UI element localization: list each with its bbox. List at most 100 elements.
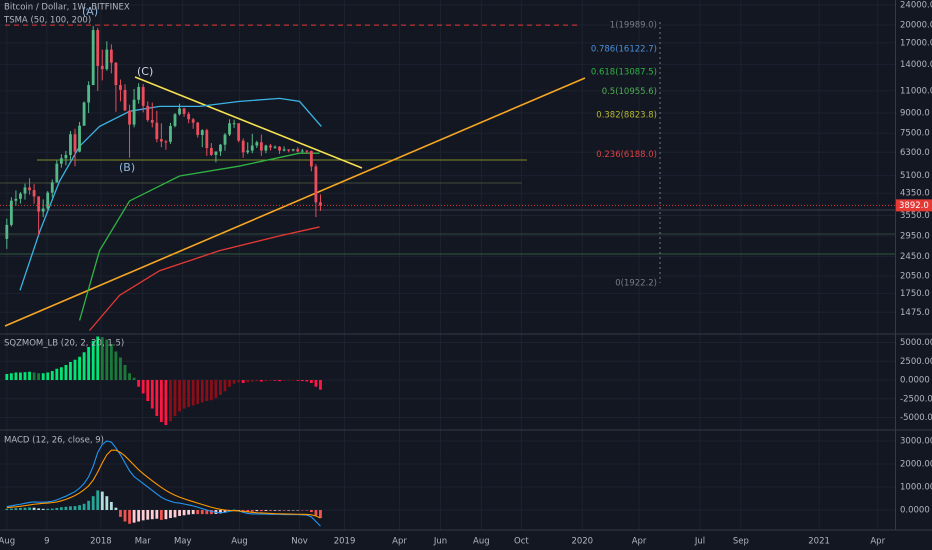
momentum-bar <box>228 380 231 387</box>
macd-histogram-bar <box>32 507 36 510</box>
macd-histogram-bar <box>91 496 95 510</box>
macd-histogram-bar <box>159 509 163 520</box>
y-tick-label: 20000.0 <box>900 21 932 31</box>
x-tick-label: 9 <box>44 537 49 547</box>
macd-histogram-bar <box>19 507 22 510</box>
x-tick-label: Nov <box>291 537 308 547</box>
y-tick-label: 14000.0 <box>900 60 932 70</box>
macd-histogram-bar <box>141 509 145 521</box>
candle-body <box>237 123 241 141</box>
macd-histogram-bar <box>300 509 304 511</box>
macd-histogram-bar <box>269 509 272 511</box>
y-tick-label: 3000.0000 <box>900 436 932 446</box>
x-tick-label: 2020 <box>571 537 593 547</box>
macd-histogram-bar <box>37 508 41 510</box>
candle-body <box>14 198 18 201</box>
wave-label: (B) <box>119 161 135 174</box>
macd-histogram-bar <box>282 509 286 511</box>
momentum-bar <box>19 372 22 380</box>
candle-body <box>19 193 22 199</box>
momentum-bar <box>119 357 122 380</box>
macd-histogram-bar <box>209 509 213 515</box>
y-tick-label: 17000.0 <box>900 38 932 48</box>
momentum-bar <box>273 380 277 381</box>
macd-histogram-bar <box>150 509 154 520</box>
indicator-title: MACD (12, 26, close, 9) <box>4 436 104 446</box>
candle-body <box>128 110 131 125</box>
momentum-bar <box>278 380 281 382</box>
candle-body <box>141 86 145 106</box>
x-tick-label: Jul <box>694 537 705 547</box>
momentum-bar <box>50 371 54 380</box>
momentum-bar <box>141 380 145 394</box>
momentum-bar <box>237 380 241 383</box>
momentum-bar <box>78 356 81 380</box>
y-tick-label: 5100.0 <box>900 171 930 181</box>
momentum-bar <box>200 380 204 403</box>
momentum-bar <box>287 380 291 381</box>
candle-body <box>200 130 204 136</box>
macd-histogram-bar <box>114 507 118 510</box>
last-price-box <box>896 199 932 212</box>
candle-body <box>291 149 295 151</box>
candle-body <box>164 141 168 143</box>
macd-histogram-bar <box>9 508 13 510</box>
macd-histogram-bar <box>232 509 236 511</box>
macd-histogram-bar <box>187 509 191 515</box>
momentum-bar <box>128 373 131 380</box>
macd-histogram-bar <box>64 506 68 510</box>
candle-body <box>59 158 63 164</box>
candle-body <box>250 145 254 151</box>
momentum-bar <box>32 372 36 380</box>
x-tick-label: Apr <box>632 537 647 547</box>
macd-histogram-bar <box>55 507 59 510</box>
x-tick-label: Oct <box>514 537 529 547</box>
candle-body <box>137 86 141 100</box>
y-tick-label: 2000.0000 <box>900 459 932 469</box>
moving-average <box>89 226 320 331</box>
macd-histogram-bar <box>155 509 159 519</box>
candle-body <box>264 145 268 151</box>
momentum-bar <box>173 380 177 416</box>
momentum-bar <box>100 337 104 380</box>
candle-body <box>37 196 41 212</box>
macd-histogram-bar <box>73 506 77 510</box>
y-tick-label: 4350.0 <box>900 189 930 199</box>
macd-histogram-bar <box>96 490 100 510</box>
candle-body <box>223 134 227 145</box>
candle-body <box>219 144 222 152</box>
x-tick-label: Aug <box>231 537 248 547</box>
momentum-bar <box>314 380 318 387</box>
macd-histogram-bar <box>309 509 313 513</box>
macd-histogram-bar <box>132 509 136 523</box>
x-tick-label: Sep <box>733 537 749 547</box>
macd-histogram-bar <box>137 509 141 522</box>
y-tick-label: 2450.0 <box>900 252 930 262</box>
grid <box>0 0 895 530</box>
momentum-bar <box>232 380 236 384</box>
momentum-bar <box>55 368 59 380</box>
x-tick-label: Jun <box>433 537 447 547</box>
macd-histogram-bar <box>278 509 281 511</box>
macd-histogram-bar <box>296 509 300 511</box>
macd-histogram-bar <box>14 508 18 510</box>
fib-level-label: 0.382(8823.8) <box>596 111 657 121</box>
momentum-bar <box>259 380 263 382</box>
momentum-bar <box>169 380 172 422</box>
macd-histogram-bar <box>146 509 150 520</box>
y-tick-label: 24000.0 <box>900 0 932 10</box>
momentum-bar <box>59 367 63 380</box>
x-tick-label: Apr <box>870 537 885 547</box>
candle-body <box>169 125 172 142</box>
momentum-bar <box>291 380 295 381</box>
x-tick-label: Aug <box>473 537 490 547</box>
indicator-title: SQZMOM_LB (20, 2, 20, 1.5) <box>4 339 124 349</box>
candle-body <box>46 192 50 209</box>
y-tick-label: 11000.0 <box>900 86 932 96</box>
macd-histogram-bar <box>123 509 127 522</box>
candle-body <box>269 145 272 148</box>
macd-histogram-bar <box>191 509 195 515</box>
candle-body <box>319 202 322 206</box>
macd-histogram-bar <box>250 509 254 512</box>
